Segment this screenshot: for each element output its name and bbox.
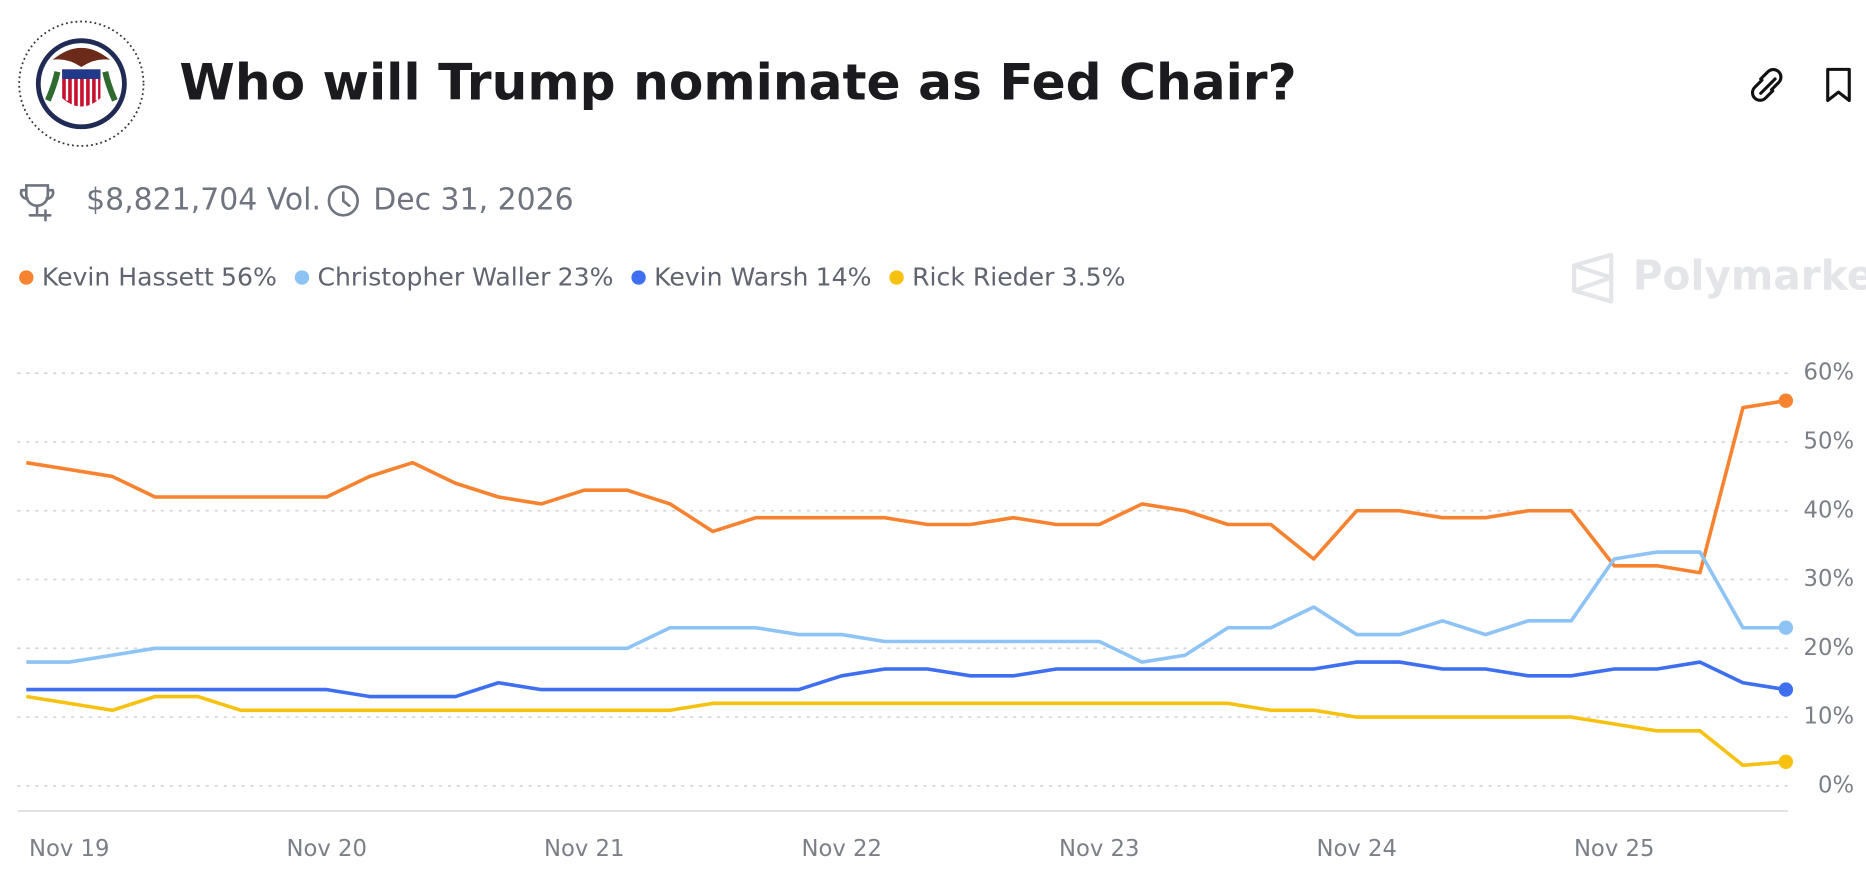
end-dot xyxy=(1778,682,1794,697)
logo xyxy=(18,20,145,147)
legend-value: 3.5% xyxy=(1062,263,1126,292)
legend-name: Christopher Waller xyxy=(317,263,551,292)
x-tick-label: Nov 25 xyxy=(1574,836,1654,862)
x-tick-label: Nov 21 xyxy=(544,836,624,862)
share-link-button[interactable] xyxy=(1750,68,1783,102)
y-tick-label: 20% xyxy=(1804,635,1855,661)
end-dot xyxy=(1778,393,1794,408)
y-tick-label: 0% xyxy=(1818,772,1854,798)
legend-entry: Kevin Warsh 14% xyxy=(654,263,871,292)
y-tick-label: 50% xyxy=(1804,428,1855,454)
legend-value: 56% xyxy=(221,263,277,292)
x-tick-label: Nov 20 xyxy=(286,836,366,862)
legend-dot xyxy=(889,270,904,285)
title: Who will Trump nominate as Fed Chair? xyxy=(179,53,1296,112)
x-tick-label: Nov 23 xyxy=(1059,836,1139,862)
legend-value: 14% xyxy=(816,263,872,292)
y-tick-label: 40% xyxy=(1804,497,1855,523)
y-tick-label: 30% xyxy=(1804,566,1855,592)
x-tick-label: Nov 19 xyxy=(29,836,109,862)
end-dot xyxy=(1778,754,1794,769)
legend-value: 23% xyxy=(558,263,614,292)
legend-dot xyxy=(631,270,646,285)
legend-name: Kevin Hassett xyxy=(42,263,214,292)
series-line xyxy=(26,398,1787,575)
legend-name: Kevin Warsh xyxy=(654,263,808,292)
legend-entry: Kevin Hassett 56% xyxy=(42,263,277,292)
legend-dot xyxy=(19,270,34,285)
end-dot xyxy=(1778,620,1794,635)
x-tick-label: Nov 22 xyxy=(801,836,881,862)
watermark-logo xyxy=(1572,252,1614,304)
trophy-icon xyxy=(19,184,55,222)
watermark: Polymarket xyxy=(1633,252,1866,300)
end-date: Dec 31, 2026 xyxy=(373,182,573,217)
x-tick-label: Nov 24 xyxy=(1316,836,1396,862)
legend-dot xyxy=(294,270,310,285)
bookmark-button[interactable] xyxy=(1826,67,1851,103)
volume: $8,821,704 Vol. xyxy=(86,182,321,217)
series-line xyxy=(26,694,1787,768)
clock-icon xyxy=(327,185,359,217)
legend-entry: Rick Rieder 3.5% xyxy=(912,263,1125,292)
y-tick-label: 10% xyxy=(1804,704,1855,730)
y-tick-label: 60% xyxy=(1804,360,1855,386)
series-line xyxy=(26,660,1787,699)
legend-entry: Christopher Waller 23% xyxy=(317,263,613,292)
series-line xyxy=(26,550,1786,664)
legend-name: Rick Rieder xyxy=(912,263,1055,292)
